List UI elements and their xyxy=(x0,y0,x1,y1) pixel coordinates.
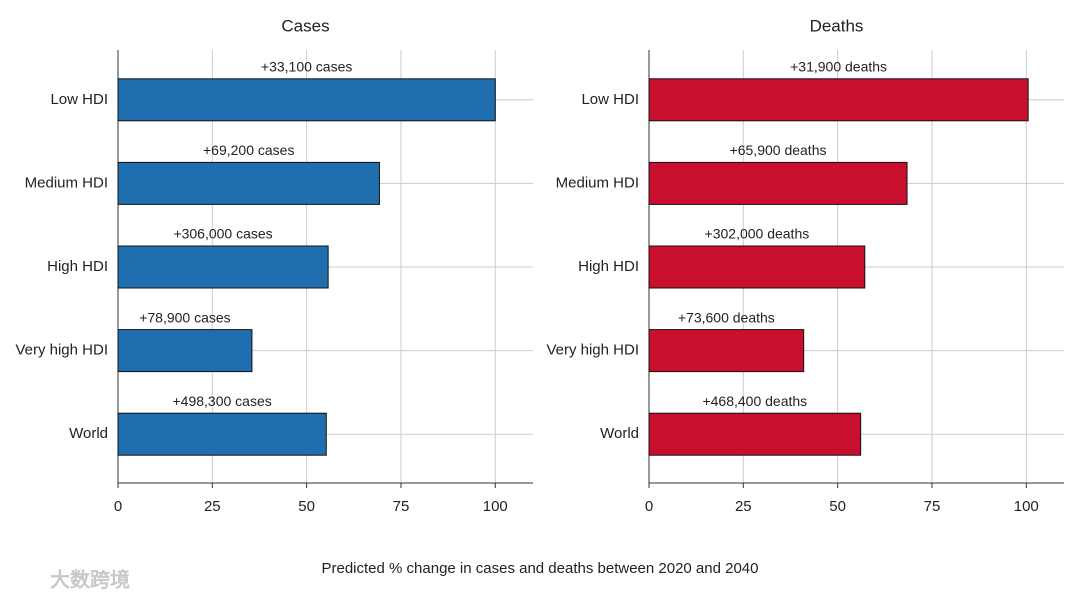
panel-title: Deaths xyxy=(810,16,864,35)
x-tick-label: 0 xyxy=(114,498,122,515)
y-tick-label: Medium HDI xyxy=(25,174,108,191)
x-tick-label: 100 xyxy=(1014,498,1039,515)
y-tick-label: World xyxy=(69,425,108,442)
annotation: +73,600 deaths xyxy=(678,309,775,325)
x-axis-label: Predicted % change in cases and deaths b… xyxy=(322,560,759,577)
y-tick-label: Low HDI xyxy=(581,91,639,108)
x-tick-label: 25 xyxy=(204,498,221,515)
annotation: +31,900 deaths xyxy=(790,59,887,75)
watermark: 大数跨境 xyxy=(50,567,130,591)
annotation: +78,900 cases xyxy=(139,309,230,325)
annotation: +33,100 cases xyxy=(261,59,352,75)
bar xyxy=(648,329,805,373)
annotation: +498,300 cases xyxy=(173,393,272,409)
annotation: +69,200 cases xyxy=(203,142,294,158)
x-tick-label: 0 xyxy=(645,498,653,515)
y-tick-label: Medium HDI xyxy=(556,174,639,191)
bar xyxy=(117,245,329,289)
annotation: +468,400 deaths xyxy=(702,393,807,409)
y-tick-label: High HDI xyxy=(47,258,108,275)
annotation: +65,900 deaths xyxy=(730,142,827,158)
bar xyxy=(117,78,496,122)
bar xyxy=(117,329,253,373)
bar xyxy=(117,161,380,205)
x-tick-label: 25 xyxy=(735,498,752,515)
x-tick-label: 75 xyxy=(924,498,941,515)
annotation: +302,000 deaths xyxy=(705,226,810,242)
bar xyxy=(117,412,327,456)
y-tick-label: World xyxy=(600,425,639,442)
y-tick-label: High HDI xyxy=(578,258,639,275)
x-tick-label: 100 xyxy=(483,498,508,515)
bar xyxy=(648,78,1029,122)
y-tick-label: Very high HDI xyxy=(546,342,639,359)
bar xyxy=(648,161,908,205)
x-tick-label: 50 xyxy=(298,498,315,515)
y-tick-label: Low HDI xyxy=(50,91,108,108)
bar xyxy=(648,245,866,289)
x-tick-label: 50 xyxy=(829,498,846,515)
x-tick-label: 75 xyxy=(393,498,410,515)
y-tick-label: Very high HDI xyxy=(15,342,108,359)
annotation: +306,000 cases xyxy=(173,226,272,242)
panel-title: Cases xyxy=(281,16,329,35)
bar xyxy=(648,412,862,456)
